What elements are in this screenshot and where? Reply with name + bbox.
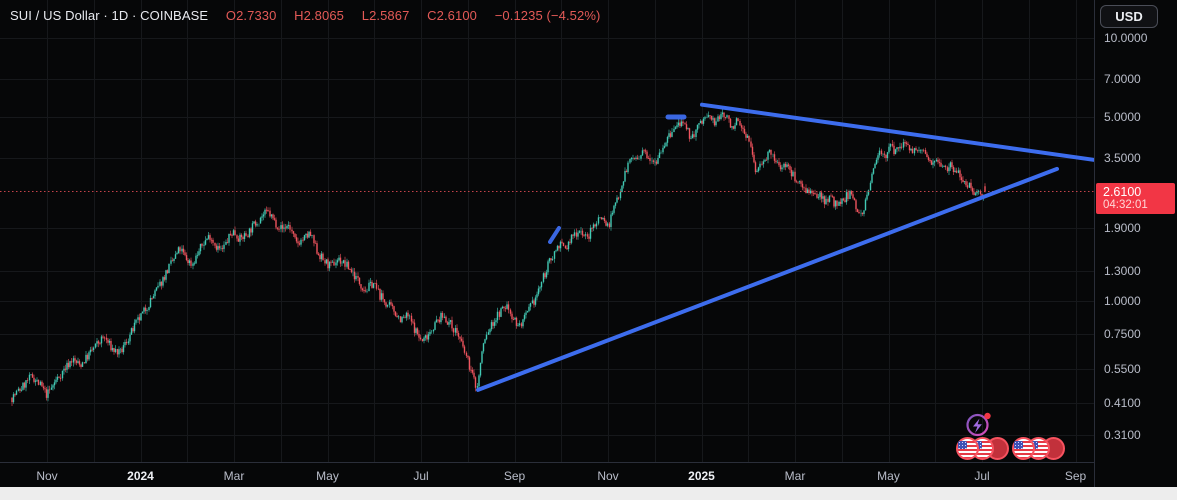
time-axis-label: 2024 [127, 469, 154, 483]
flash-events-icon[interactable] [964, 410, 993, 439]
time-axis-label: Sep [503, 469, 526, 483]
currency-toggle-button[interactable]: USD [1100, 5, 1158, 28]
price-axis-label: 7.0000 [1104, 71, 1141, 86]
time-axis-label: Mar [784, 469, 806, 483]
price-axis-label: 5.0000 [1104, 110, 1141, 125]
price-axis-label: 0.7500 [1104, 327, 1141, 342]
lower-support-line[interactable] [476, 166, 1059, 392]
last-price-value: 2.6100 [1103, 185, 1142, 199]
time-axis-label: Sep [1064, 469, 1087, 483]
ohlc-high-value: H2.8065 [294, 8, 345, 23]
time-axis-label: Nov [36, 469, 58, 483]
price-axis-label: 0.5500 [1104, 362, 1141, 377]
event-flag-group[interactable] [1012, 437, 1065, 460]
time-axis-label: Mar [223, 469, 245, 483]
upper-resistance-line[interactable] [700, 102, 1094, 162]
us-flag-event-icon[interactable] [956, 437, 979, 460]
price-axis[interactable]: USD 10.0000 7.0000 5.0000 3.5000 1.9000 1.300… [1094, 0, 1177, 487]
ohlc-close-value: C2.6100 [427, 8, 478, 23]
ohlc-open-value: O2.7330 [225, 8, 277, 23]
lightning-bolt-icon [973, 418, 982, 433]
price-axis-label: 0.4100 [1104, 396, 1141, 411]
us-flag-event-icon[interactable] [1012, 437, 1035, 460]
candlestick-chart[interactable] [0, 0, 1094, 462]
time-axis-label: Jul [974, 469, 990, 483]
window-edge-strip [0, 487, 1177, 500]
price-change-value: −0.1235 (−4.52%) [494, 8, 601, 23]
time-axis-label: May [316, 469, 339, 483]
price-axis-label: 1.0000 [1104, 294, 1141, 309]
time-axis-label: May [877, 469, 900, 483]
notification-dot [984, 412, 991, 420]
event-flag-group[interactable] [956, 437, 1009, 460]
symbol-title[interactable]: SUI / US Dollar · 1D · COINBASE [10, 8, 209, 23]
price-axis-label: 1.9000 [1104, 220, 1141, 235]
price-axis-label: 0.3100 [1104, 428, 1141, 442]
time-axis-label: Jul [413, 469, 429, 483]
time-axis[interactable]: Nov 2024 Mar May Jul Sep Nov 2025 Mar May Jul Sep [0, 462, 1094, 488]
time-axis-label: 2025 [688, 469, 715, 483]
symbol-info-bar: SUI / US Dollar · 1D · COINBASE O2.7330 … [10, 8, 614, 23]
economic-events-markers [956, 437, 1065, 460]
price-axis-label: 10.0000 [1104, 30, 1148, 45]
price-axis-label: 1.3000 [1104, 264, 1141, 279]
candle-countdown-timer: 04:32:01 [1103, 199, 1148, 211]
price-axis-label: 3.5000 [1104, 150, 1141, 165]
blue-dash-diagonal[interactable] [548, 226, 561, 244]
chart-pane[interactable]: SUI / US Dollar · 1D · COINBASE O2.7330 … [0, 0, 1094, 462]
last-price-label: 2.6100 04:32:01 [1096, 183, 1175, 214]
time-axis-label: Nov [597, 469, 619, 483]
ohlc-low-value: L2.5867 [361, 8, 410, 23]
